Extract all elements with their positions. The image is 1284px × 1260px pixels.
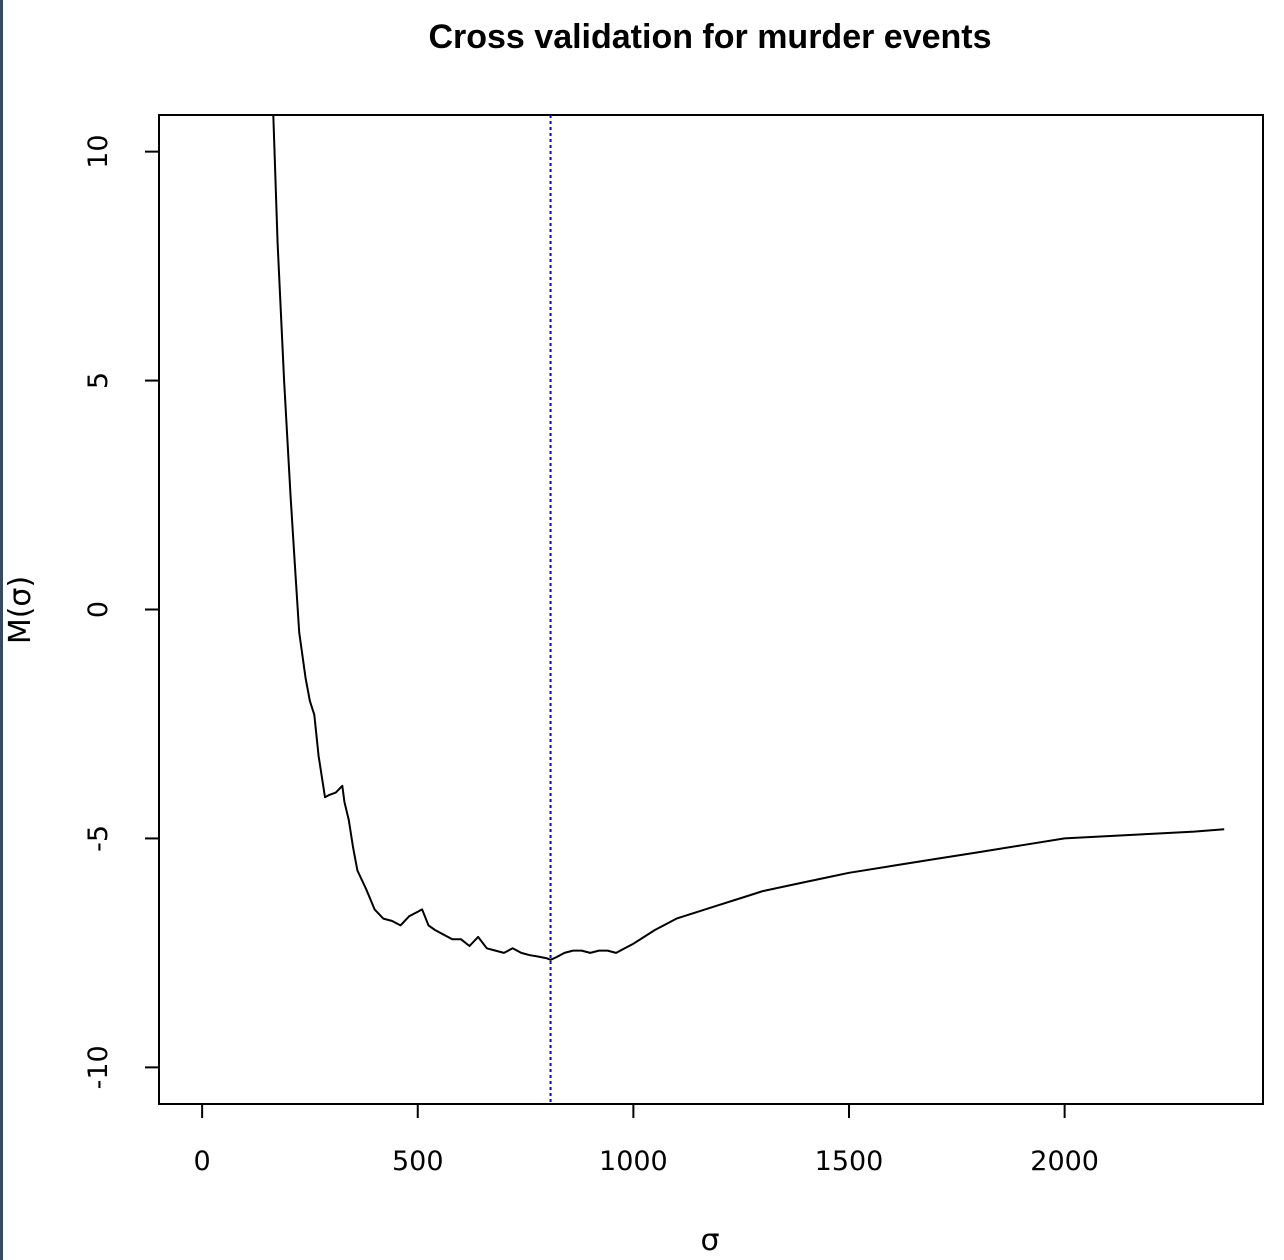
chart-title: Cross validation for murder events (428, 18, 991, 56)
x-axis-label: σ (700, 1223, 719, 1258)
x-tick-label: 2000 (1030, 1146, 1099, 1177)
x-axis: 0 500 1000 1500 2000 (194, 1104, 1099, 1177)
y-tick-label: 10 (83, 134, 114, 168)
series-line-0 (272, 115, 1225, 961)
y-tick-label: 5 (83, 372, 114, 389)
y-axis-label: M(σ) (3, 576, 38, 644)
x-tick-label: 1000 (599, 1146, 668, 1177)
y-tick-label: 0 (83, 601, 114, 618)
x-tick-label: 0 (194, 1146, 211, 1177)
plot-frame (158, 114, 1264, 1105)
y-axis: -10 -5 0 5 10 (83, 134, 159, 1089)
y-tick-label: -5 (83, 825, 114, 852)
window-edge (0, 0, 3, 1260)
plot-area (272, 115, 1225, 1104)
x-tick-label: 1500 (815, 1146, 884, 1177)
y-tick-label: -10 (83, 1045, 114, 1089)
x-tick-label: 500 (392, 1146, 444, 1177)
